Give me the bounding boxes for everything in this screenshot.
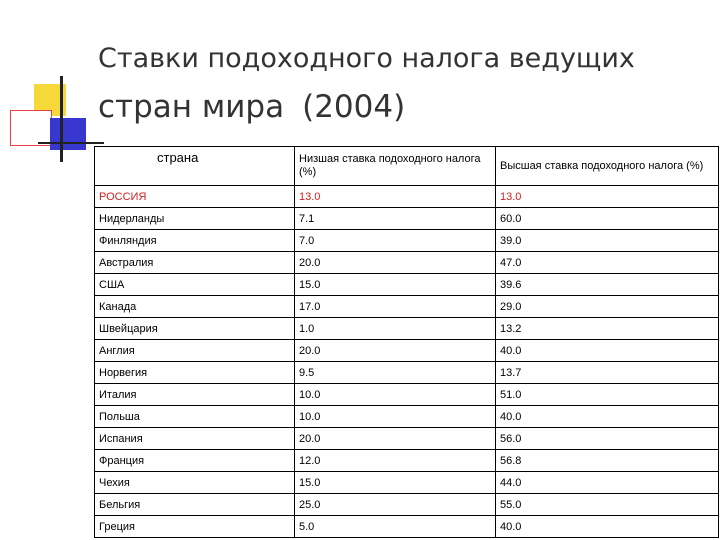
cell-low-rate: 20.0 [294,427,496,450]
cell-country: Канада [94,295,295,318]
cell-low-rate: 1.0 [294,317,496,340]
table-row: Канада 17.0 29.0 [94,295,719,318]
table-row: Греция 5.0 40.0 [94,515,719,538]
decor-vertical-line [60,76,63,162]
cell-country: Австралия [94,251,295,274]
cell-low-rate: 7.0 [294,229,496,252]
table-row: Италия 10.0 51.0 [94,383,719,406]
cell-country: Греция [94,515,295,538]
cell-high-rate: 44.0 [495,471,719,494]
cell-high-rate: 51.0 [495,383,719,406]
cell-country: Испания [94,427,295,450]
cell-country: Англия [94,339,295,362]
cell-country: РОССИЯ [94,185,295,208]
table-body: РОССИЯ 13.0 13.0 Нидерланды 7.1 60.0 Финляндия… [94,185,719,538]
cell-high-rate: 29.0 [495,295,719,318]
cell-low-rate: 15.0 [294,471,496,494]
table-row: Швейцария 1.0 13.2 [94,317,719,340]
table-row: Польша 10.0 40.0 [94,405,719,428]
header-high-rate: Высшая ставка подоходного налога (%) [495,146,719,186]
cell-high-rate: 56.8 [495,449,719,472]
cell-high-rate: 56.0 [495,427,719,450]
cell-country: Швейцария [94,317,295,340]
cell-low-rate: 10.0 [294,405,496,428]
table-row: Франция 12.0 56.8 [94,449,719,472]
cell-country: Нидерланды [94,207,295,230]
slide-title: Ставки подоходного налога ведущих стран … [98,36,635,132]
cell-high-rate: 40.0 [495,339,719,362]
table-row: Норвегия 9.5 13.7 [94,361,719,384]
cell-low-rate: 7.1 [294,207,496,230]
decor-red-square [10,110,52,146]
cell-high-rate: 13.2 [495,317,719,340]
header-country: страна [94,146,295,186]
cell-high-rate: 47.0 [495,251,719,274]
tax-rates-table: страна Низшая ставка подоходного налога … [94,146,719,538]
cell-country: Финляндия [94,229,295,252]
cell-country: Бельгия [94,493,295,516]
cell-country: Италия [94,383,295,406]
cell-high-rate: 40.0 [495,405,719,428]
table-row: Испания 20.0 56.0 [94,427,719,450]
cell-country: США [94,273,295,296]
table-row: Финляндия 7.0 39.0 [94,229,719,252]
cell-high-rate: 13.0 [495,185,719,208]
cell-country: Польша [94,405,295,428]
table-row: РОССИЯ 13.0 13.0 [94,185,719,208]
cell-low-rate: 13.0 [294,185,496,208]
cell-low-rate: 25.0 [294,493,496,516]
table-header-row: страна Низшая ставка подоходного налога … [94,146,719,186]
table-row: Австралия 20.0 47.0 [94,251,719,274]
header-low-rate: Низшая ставка подоходного налога (%) [294,146,496,186]
cell-low-rate: 20.0 [294,251,496,274]
table-row: США 15.0 39.6 [94,273,719,296]
decor-horizontal-line [38,142,104,144]
cell-low-rate: 17.0 [294,295,496,318]
cell-low-rate: 12.0 [294,449,496,472]
cell-country: Франция [94,449,295,472]
decor-blue-square [50,118,86,150]
cell-high-rate: 39.6 [495,273,719,296]
table-row: Чехия 15.0 44.0 [94,471,719,494]
cell-high-rate: 60.0 [495,207,719,230]
cell-country: Чехия [94,471,295,494]
cell-low-rate: 5.0 [294,515,496,538]
title-line-2-text: стран мира [98,89,285,125]
table-row: Англия 20.0 40.0 [94,339,719,362]
title-year: (2004) [302,89,406,125]
cell-high-rate: 55.0 [495,493,719,516]
cell-low-rate: 10.0 [294,383,496,406]
title-line-2: стран мира (2004) [98,82,635,132]
table-row: Нидерланды 7.1 60.0 [94,207,719,230]
table-row: Бельгия 25.0 55.0 [94,493,719,516]
cell-low-rate: 20.0 [294,339,496,362]
cell-high-rate: 40.0 [495,515,719,538]
cell-high-rate: 39.0 [495,229,719,252]
cell-high-rate: 13.7 [495,361,719,384]
cell-country: Норвегия [94,361,295,384]
title-line-1: Ставки подоходного налога ведущих [98,43,635,74]
cell-low-rate: 9.5 [294,361,496,384]
cell-low-rate: 15.0 [294,273,496,296]
